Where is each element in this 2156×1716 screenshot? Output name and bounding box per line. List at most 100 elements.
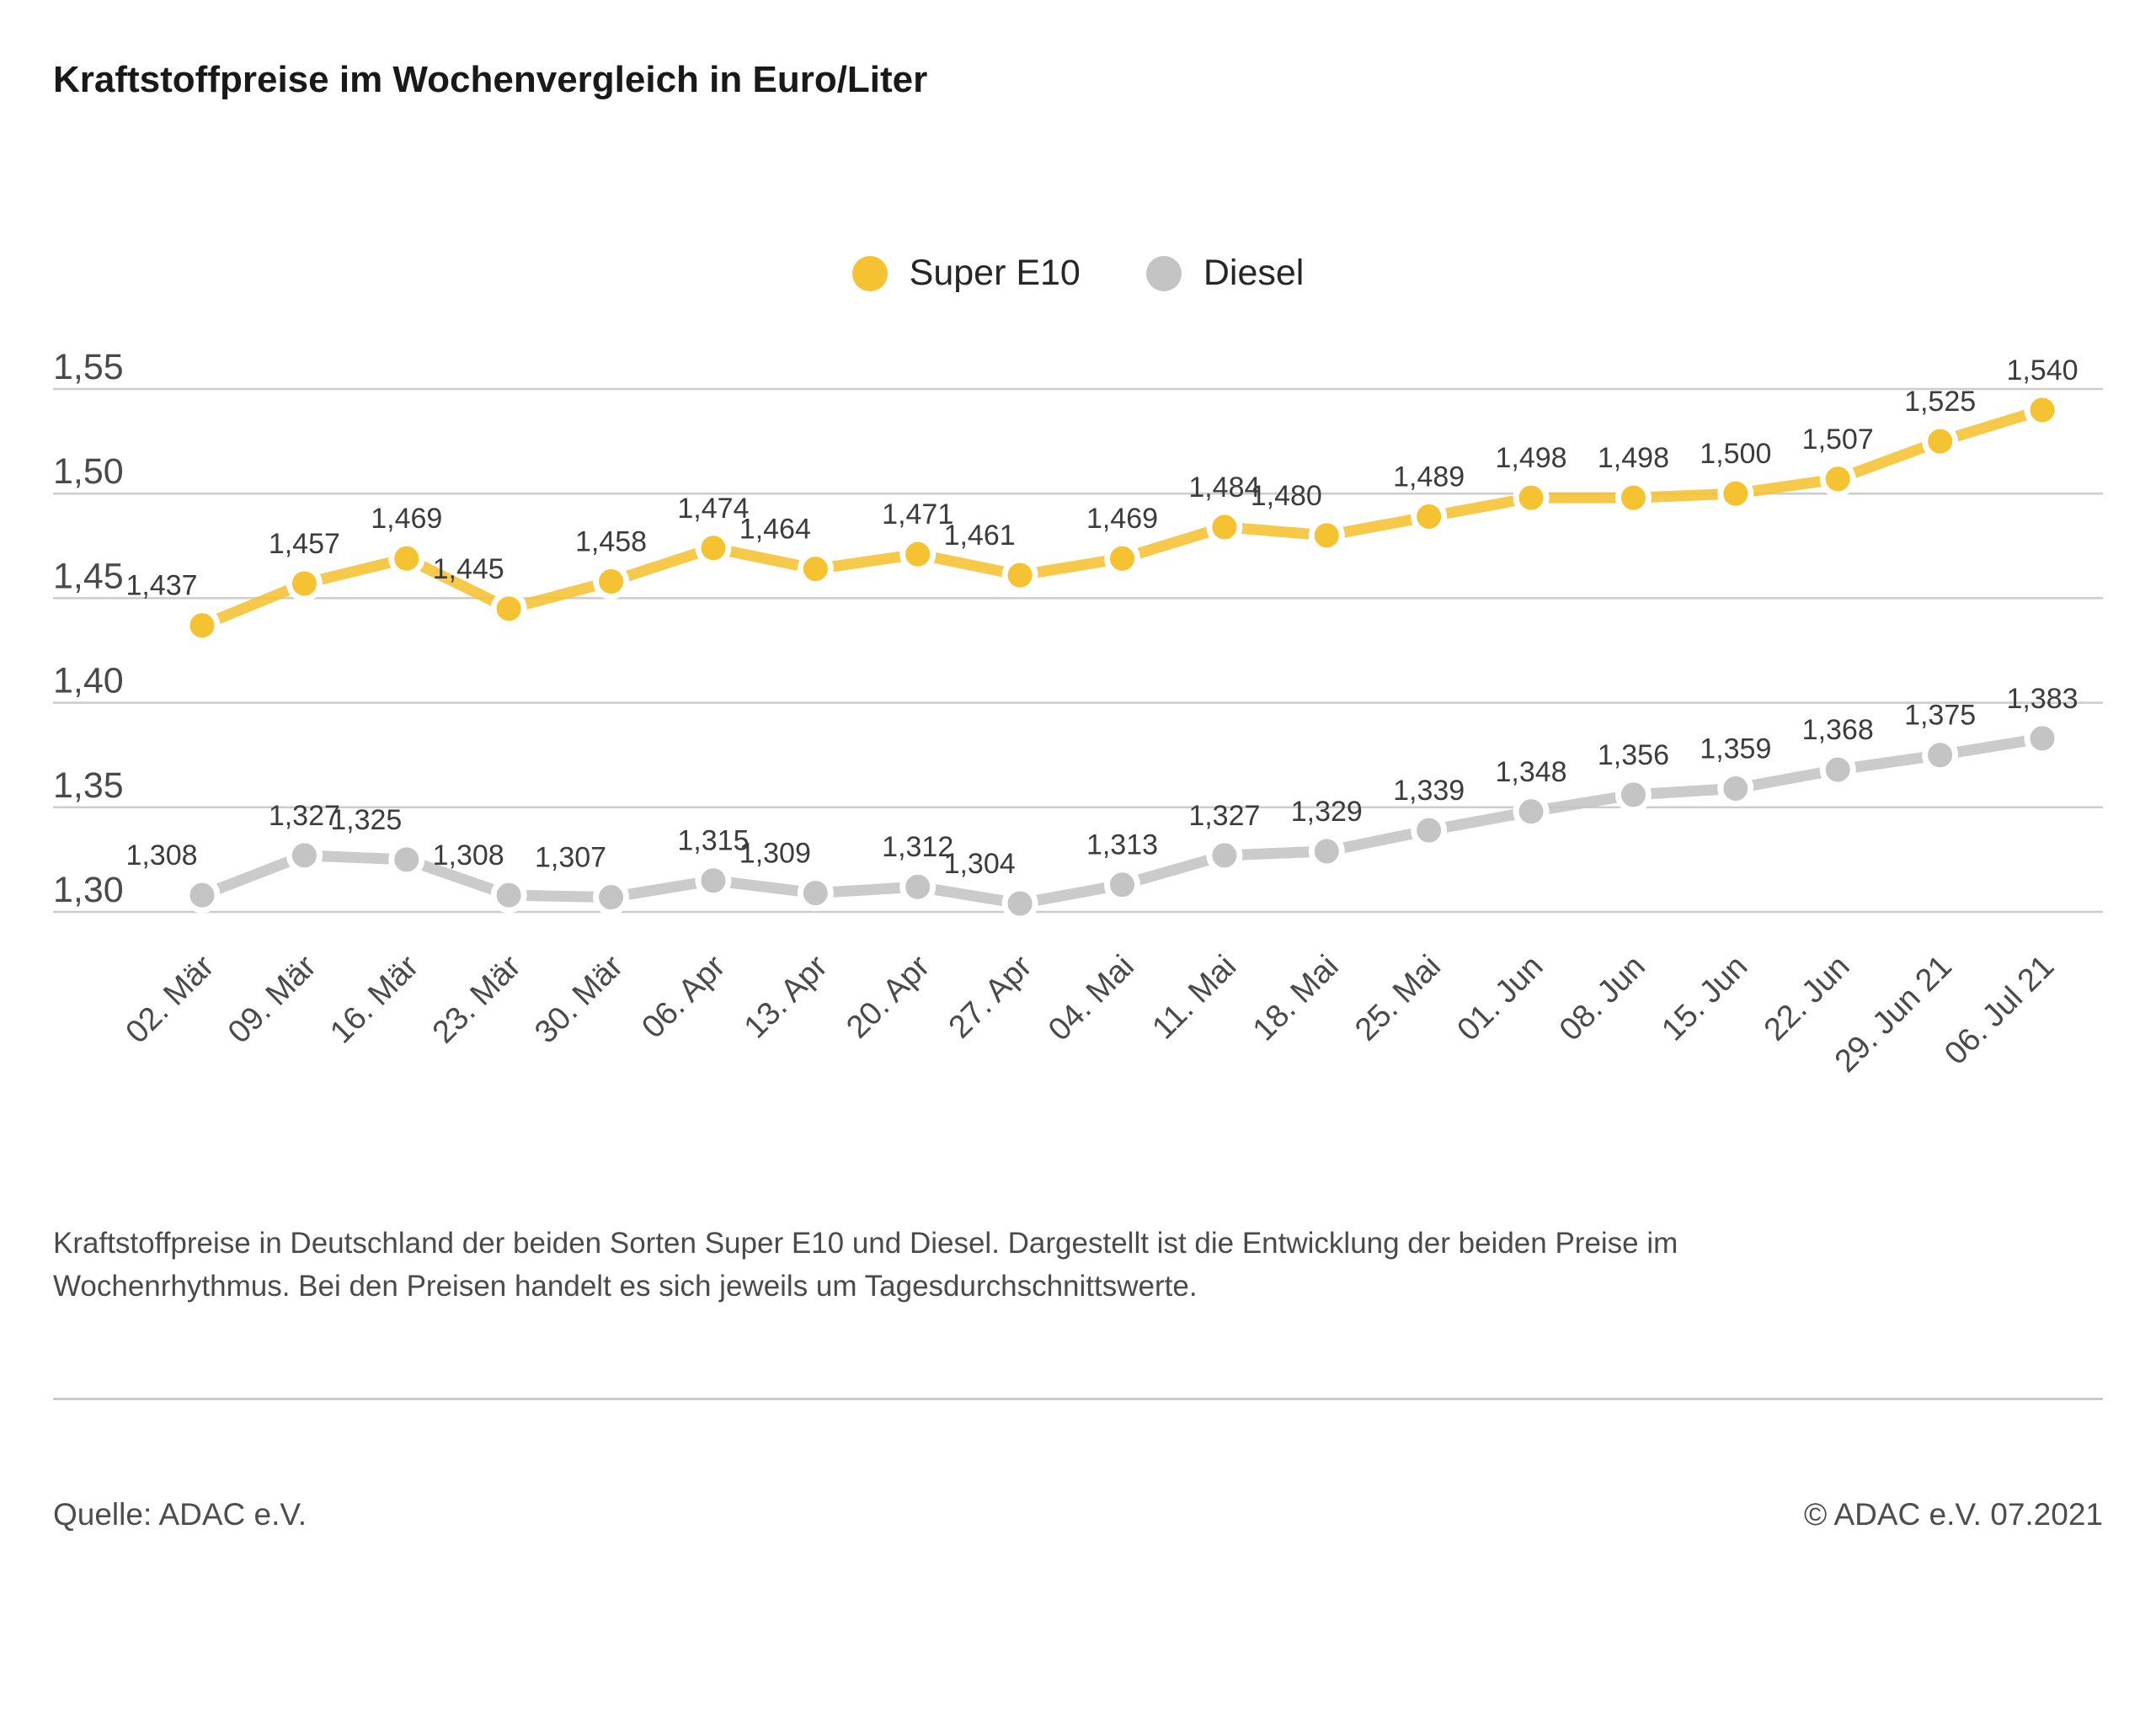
x-axis-tick-label: 08. Jun	[1553, 949, 1652, 1048]
data-value-label-super-e10: 1,469	[371, 503, 442, 535]
data-value-label-diesel: 1,325	[330, 804, 402, 836]
data-point-super-e10	[1308, 517, 1345, 554]
data-point-super-e10	[1513, 479, 1550, 516]
x-axis-tick-label: 23. Mär	[426, 948, 528, 1050]
legend-dot-icon	[851, 255, 888, 291]
data-point-super-e10	[1819, 461, 1856, 498]
data-value-label-super-e10: 1,469	[1086, 503, 1158, 535]
x-axis-tick-label: 04. Mai	[1042, 949, 1141, 1048]
data-point-super-e10	[695, 530, 732, 567]
data-value-label-super-e10: 1,471	[882, 498, 953, 530]
x-axis-tick-label: 02. Mär	[120, 948, 221, 1050]
data-point-diesel	[2024, 720, 2061, 757]
data-point-diesel	[593, 879, 630, 916]
y-axis-tick-label: 1,45	[53, 556, 124, 596]
data-value-label-diesel: 1,329	[1291, 796, 1363, 828]
data-point-super-e10	[1717, 475, 1754, 512]
x-axis-tick-label: 13. Apr	[738, 948, 835, 1045]
data-point-diesel	[1717, 770, 1754, 807]
data-value-label-super-e10: 1,458	[575, 526, 647, 558]
data-point-super-e10	[490, 590, 527, 627]
data-value-label-diesel: 1,307	[535, 842, 606, 874]
x-axis-tick-label: 09. Mär	[221, 948, 323, 1050]
data-point-super-e10	[1411, 498, 1448, 536]
source-note: Quelle: ADAC e.V.	[53, 1497, 307, 1532]
data-point-super-e10	[2024, 392, 2061, 429]
data-value-label-super-e10: 1,457	[269, 528, 340, 560]
x-axis-tick-label: 30. Mär	[528, 948, 630, 1050]
data-point-super-e10	[1922, 423, 1959, 460]
data-value-label-super-e10: 1,489	[1393, 461, 1465, 493]
data-point-super-e10	[1614, 479, 1652, 516]
chart-legend: Super E10 Diesel	[0, 253, 2156, 294]
data-value-label-diesel: 1,359	[1700, 733, 1771, 765]
x-axis-tick-label: 15. Jun	[1655, 949, 1754, 1048]
data-value-label-diesel: 1,339	[1393, 775, 1465, 807]
legend-dot-icon	[1145, 255, 1182, 291]
data-point-super-e10	[286, 565, 323, 602]
data-value-label-super-e10: 1,464	[739, 514, 811, 546]
data-value-label-super-e10: 1,507	[1802, 424, 1874, 456]
y-axis-tick-label: 1,55	[53, 347, 124, 387]
fuel-price-line-chart: 1,55 1,50 1,45 1,40 1,35 1,30 02. Mär 09. Mär 16…	[53, 347, 2103, 1079]
page-title: Kraftstoffpreise im Wochenvergleich in E…	[53, 59, 928, 100]
data-value-label-super-e10: 1,480	[1251, 480, 1322, 512]
data-point-super-e10	[899, 536, 937, 573]
data-point-diesel	[184, 877, 221, 914]
y-axis-tick-label: 1,35	[53, 765, 124, 806]
data-value-label-super-e10: 1,461	[944, 520, 1016, 552]
x-axis-tick-label: 22. Jun	[1758, 949, 1857, 1048]
data-value-label-super-e10: 1,498	[1496, 442, 1567, 474]
data-point-super-e10	[184, 607, 221, 644]
data-point-diesel	[1001, 885, 1038, 922]
y-axis-tick-label: 1,50	[53, 451, 124, 492]
data-value-label-diesel: 1,308	[433, 839, 504, 871]
data-point-super-e10	[797, 551, 834, 588]
data-value-label-diesel: 1,368	[1802, 714, 1874, 746]
data-point-super-e10	[1001, 557, 1038, 594]
x-axis-tick-label: 11. Mai	[1145, 949, 1243, 1047]
x-axis-tick-label: 16. Mär	[323, 948, 425, 1050]
x-axis-tick-label: 01. Jun	[1451, 949, 1550, 1048]
data-value-label-diesel: 1,308	[125, 839, 197, 871]
chart-description: Kraftstoffpreise in Deutschland der beid…	[53, 1227, 1678, 1303]
data-value-label-super-e10: 1,500	[1700, 438, 1771, 470]
copyright-note: © ADAC e.V. 07.2021	[1803, 1497, 2103, 1532]
data-point-super-e10	[388, 540, 425, 577]
data-point-diesel	[286, 837, 323, 874]
data-value-label-super-e10: 1,484	[1188, 472, 1260, 504]
data-value-label-diesel: 1,313	[1086, 829, 1158, 861]
data-value-label-super-e10: 1,474	[677, 493, 749, 525]
x-axis-tick-label: 25. Mai	[1348, 949, 1448, 1048]
legend-label: Super E10	[909, 253, 1081, 293]
data-point-diesel	[1819, 751, 1856, 788]
data-value-label-diesel: 1,348	[1496, 756, 1567, 788]
legend-item-diesel: Diesel	[1145, 253, 1305, 294]
legend-item-super-e10: Super E10	[851, 253, 1081, 294]
x-axis-tick-label: 20. Apr	[840, 948, 937, 1045]
x-axis-tick-label: 06. Apr	[635, 948, 732, 1045]
data-value-label-super-e10: 1,437	[125, 570, 197, 602]
footer: Quelle: ADAC e.V. © ADAC e.V. 07.2021	[53, 1497, 2103, 1532]
data-point-diesel	[695, 862, 732, 899]
data-value-label-diesel: 1,309	[739, 838, 811, 870]
y-axis-tick-label: 1,30	[53, 870, 124, 910]
data-point-super-e10	[1104, 540, 1140, 577]
y-axis-tick-label: 1,40	[53, 661, 124, 701]
data-point-super-e10	[593, 563, 630, 600]
data-value-label-diesel: 1,304	[944, 848, 1016, 880]
data-point-diesel	[490, 877, 527, 914]
data-value-label-diesel: 1,327	[269, 800, 340, 832]
data-point-diesel	[1513, 793, 1550, 830]
legend-label: Diesel	[1203, 253, 1305, 293]
data-value-label-super-e10: 1,525	[1904, 386, 1976, 418]
data-point-diesel	[1411, 812, 1448, 849]
data-point-diesel	[899, 868, 937, 905]
data-value-label-diesel: 1,375	[1904, 700, 1976, 732]
divider	[53, 1398, 2103, 1400]
x-axis-tick-label: 06. Jul 21	[1938, 949, 2061, 1072]
data-value-label-super-e10: 1,445	[433, 553, 504, 585]
data-value-label-diesel: 1,383	[2006, 683, 2078, 715]
data-point-diesel	[797, 875, 834, 912]
